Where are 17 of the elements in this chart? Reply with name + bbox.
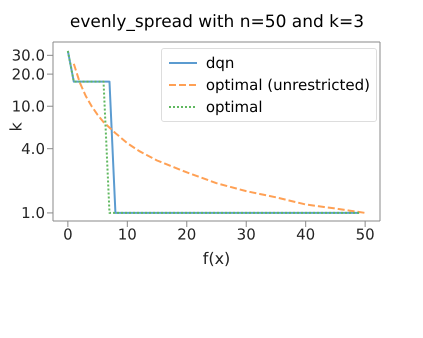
x-tick-label: 20	[177, 226, 196, 244]
y-tick-label: 20.0	[12, 65, 45, 84]
x-tick-label: 50	[356, 226, 375, 244]
y-tick-label: 10.0	[12, 98, 45, 116]
y-tick-label: 30.0	[12, 46, 45, 65]
legend-label: dqn	[206, 54, 234, 72]
y-tick-label: 4.0	[21, 140, 45, 158]
x-tick-label: 40	[296, 226, 316, 244]
legend-label: optimal (unrestricted)	[206, 76, 370, 94]
x-tick-label: 30	[236, 226, 256, 244]
y-axis-title: k	[6, 122, 26, 132]
y-tick-label: 1.0	[21, 204, 45, 222]
x-tick-label: 0	[63, 226, 73, 244]
x-tick-label: 10	[118, 226, 137, 244]
legend-label: optimal	[206, 98, 263, 116]
chart-title: evenly_spread with n=50 and k=3	[68, 12, 366, 32]
x-axis-title: f(x)	[202, 249, 230, 268]
